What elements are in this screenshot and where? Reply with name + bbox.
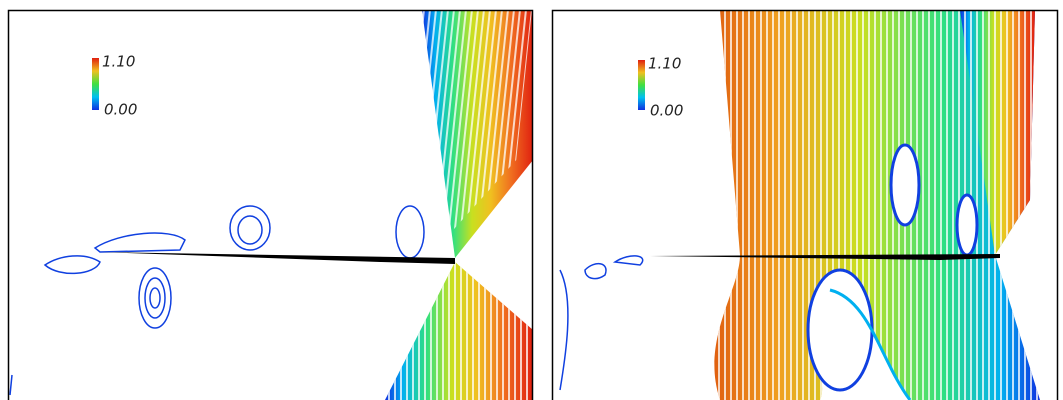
left-plot xyxy=(10,10,533,400)
colorbar xyxy=(92,58,99,110)
colorbar-max: 1.10 xyxy=(648,55,681,73)
colorbar-min: 0.00 xyxy=(104,101,137,119)
page: 1.10 0.00 1.10 0.00 (() => { const data … xyxy=(0,0,1063,400)
figure: 1.10 0.00 1.10 0.00 xyxy=(0,0,1063,400)
right-plot xyxy=(560,10,1040,400)
colorbar-min: 0.00 xyxy=(650,102,683,120)
colorbar-max: 1.10 xyxy=(102,53,135,71)
colorbar xyxy=(638,60,645,110)
